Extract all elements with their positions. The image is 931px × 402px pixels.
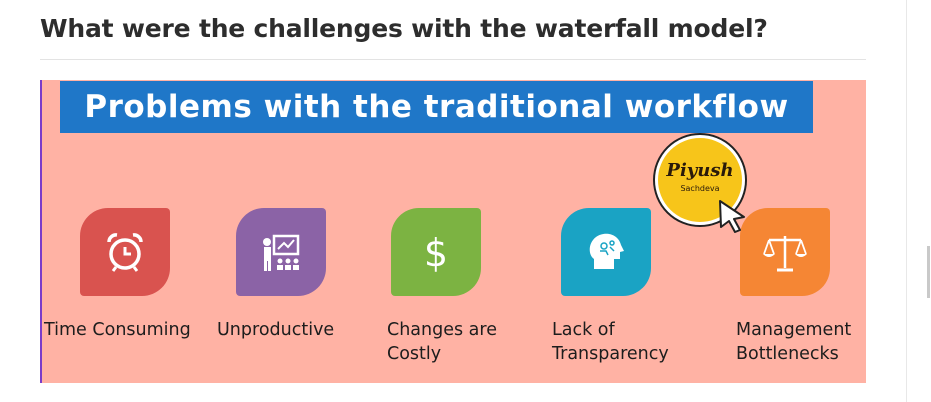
logo-sub: Sachdeva [680, 184, 720, 193]
brain-head-icon [589, 233, 624, 269]
sidebar-divider [906, 0, 907, 402]
balance-scale-icon [763, 236, 807, 272]
caption-changes-costly: Changes are Costly [387, 320, 497, 364]
infographic-image: Problems with the traditional workflow [40, 80, 866, 383]
dollar-sign-icon: $ [424, 231, 448, 275]
tile-time-consuming [80, 208, 170, 296]
alarm-clock-icon [107, 233, 143, 272]
caption-management-bottlenecks: Management Bottlenecks [736, 320, 852, 364]
scrollbar-thumb[interactable] [927, 246, 930, 298]
tile-unproductive [236, 208, 326, 296]
title-divider [40, 59, 866, 60]
tile-changes-costly: $ [391, 208, 481, 296]
svg-text:$: $ [424, 231, 448, 275]
caption-lack-transparency: Lack of Transparency [552, 320, 669, 364]
tile-management-bottlenecks [740, 208, 830, 296]
infographic-banner: Problems with the traditional workflow [60, 81, 813, 133]
banner-title: Problems with the traditional workflow [84, 89, 789, 125]
presentation-board-icon [263, 234, 300, 271]
cursor-arrow-icon [719, 200, 745, 233]
logo-name: Piyush [666, 160, 734, 181]
question-title: What were the challenges with the waterf… [40, 14, 768, 43]
tile-lack-transparency [561, 208, 651, 296]
caption-unproductive: Unproductive [217, 320, 335, 340]
caption-time-consuming: Time Consuming [44, 320, 191, 340]
